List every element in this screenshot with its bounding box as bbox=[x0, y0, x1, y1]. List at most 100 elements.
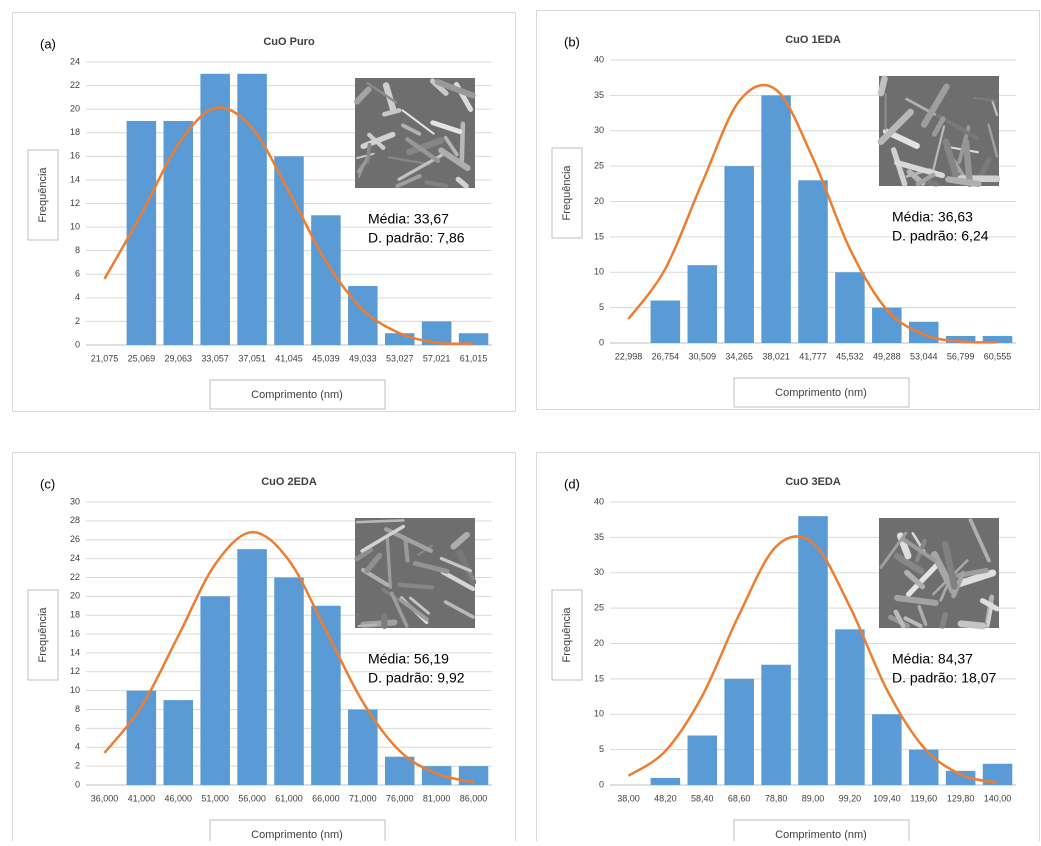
y-tick-label: 22 bbox=[70, 80, 80, 90]
x-tick-label: 60,555 bbox=[984, 351, 1012, 361]
x-tick-label: 53,027 bbox=[386, 353, 414, 363]
x-tick-label: 109,40 bbox=[873, 793, 901, 803]
y-tick-label: 6 bbox=[75, 269, 80, 279]
x-tick-label: 61,000 bbox=[275, 793, 303, 803]
bar bbox=[724, 166, 754, 343]
x-tick-label: 34,265 bbox=[725, 351, 753, 361]
y-tick-label: 40 bbox=[594, 496, 604, 506]
x-tick-label: 68,60 bbox=[728, 793, 751, 803]
sem-texture bbox=[961, 624, 983, 626]
x-axis-label: Comprimento (nm) bbox=[775, 387, 867, 399]
y-tick-label: 14 bbox=[70, 647, 80, 657]
x-tick-label: 57,021 bbox=[423, 353, 451, 363]
y-tick-label: 10 bbox=[70, 221, 80, 231]
x-tick-label: 129,80 bbox=[947, 793, 975, 803]
y-tick-label: 35 bbox=[594, 90, 604, 100]
x-tick-label: 26,754 bbox=[652, 351, 680, 361]
y-tick-label: 2 bbox=[75, 316, 80, 326]
bar bbox=[688, 735, 718, 785]
y-tick-label: 8 bbox=[75, 245, 80, 255]
y-tick-label: 15 bbox=[594, 231, 604, 241]
sem-image bbox=[879, 518, 999, 628]
bar bbox=[761, 665, 791, 785]
chart-title: CuO 2EDA bbox=[261, 476, 317, 488]
x-tick-label: 45,532 bbox=[836, 351, 864, 361]
bar bbox=[798, 180, 828, 343]
x-tick-label: 45,039 bbox=[312, 353, 340, 363]
x-tick-label: 76,000 bbox=[386, 793, 414, 803]
y-tick-label: 4 bbox=[75, 292, 80, 302]
annotation: Média: 33,67 bbox=[368, 211, 449, 227]
x-tick-label: 71,000 bbox=[349, 793, 377, 803]
sem-image bbox=[355, 518, 475, 628]
y-tick-label: 12 bbox=[70, 198, 80, 208]
bar bbox=[274, 156, 304, 345]
x-tick-label: 89,00 bbox=[802, 793, 825, 803]
y-tick-label: 16 bbox=[70, 151, 80, 161]
bar bbox=[459, 766, 489, 785]
bar bbox=[274, 577, 304, 785]
y-axis-label: Frequência bbox=[561, 165, 573, 221]
x-tick-label: 29,063 bbox=[165, 353, 193, 363]
x-tick-label: 41,777 bbox=[799, 351, 827, 361]
sem-texture bbox=[881, 79, 885, 93]
y-tick-label: 18 bbox=[70, 127, 80, 137]
chart-title: CuO Puro bbox=[263, 36, 315, 48]
y-tick-label: 30 bbox=[70, 496, 80, 506]
x-tick-label: 78,80 bbox=[765, 793, 788, 803]
bar bbox=[724, 679, 754, 785]
sem-texture bbox=[368, 145, 370, 162]
y-tick-label: 40 bbox=[594, 54, 604, 64]
panel-label: (b) bbox=[564, 34, 580, 49]
bar bbox=[311, 215, 341, 345]
y-tick-label: 0 bbox=[599, 337, 604, 347]
y-tick-label: 25 bbox=[594, 603, 604, 613]
sem-texture bbox=[359, 625, 377, 626]
y-tick-label: 10 bbox=[594, 267, 604, 277]
sem-texture bbox=[966, 142, 970, 184]
y-axis-label: Frequência bbox=[561, 607, 573, 663]
x-tick-label: 21,075 bbox=[91, 353, 119, 363]
panel-label: (d) bbox=[564, 476, 580, 491]
y-tick-label: 24 bbox=[70, 56, 80, 66]
bar bbox=[651, 301, 681, 343]
bar bbox=[909, 322, 939, 343]
bar bbox=[385, 333, 415, 345]
y-tick-label: 20 bbox=[594, 196, 604, 206]
x-axis-label: Comprimento (nm) bbox=[251, 389, 343, 401]
x-tick-label: 30,509 bbox=[689, 351, 717, 361]
bar bbox=[237, 549, 267, 785]
y-tick-label: 28 bbox=[70, 515, 80, 525]
x-tick-label: 49,033 bbox=[349, 353, 377, 363]
bar bbox=[872, 714, 902, 785]
sem-texture bbox=[399, 585, 432, 588]
sem-image bbox=[355, 78, 475, 188]
annotation: Média: 36,63 bbox=[892, 209, 973, 225]
x-tick-label: 140,00 bbox=[984, 793, 1012, 803]
annotation: Média: 56,19 bbox=[368, 651, 449, 667]
y-tick-label: 18 bbox=[70, 610, 80, 620]
y-tick-label: 25 bbox=[594, 161, 604, 171]
x-tick-label: 36,000 bbox=[91, 793, 119, 803]
y-tick-label: 12 bbox=[70, 666, 80, 676]
sem-image bbox=[879, 76, 999, 186]
sem-texture bbox=[942, 615, 945, 626]
bar bbox=[835, 629, 865, 785]
y-tick-label: 20 bbox=[70, 104, 80, 114]
bar bbox=[688, 265, 718, 343]
sem-texture bbox=[357, 520, 403, 522]
y-tick-label: 14 bbox=[70, 174, 80, 184]
annotation: D. padrão: 9,92 bbox=[368, 670, 465, 686]
y-tick-label: 26 bbox=[70, 534, 80, 544]
y-axis-label: Frequência bbox=[37, 607, 49, 663]
annotation: Média: 84,37 bbox=[892, 651, 973, 667]
y-tick-label: 35 bbox=[594, 532, 604, 542]
bar bbox=[348, 286, 378, 345]
x-tick-label: 66,000 bbox=[312, 793, 340, 803]
y-tick-label: 30 bbox=[594, 567, 604, 577]
